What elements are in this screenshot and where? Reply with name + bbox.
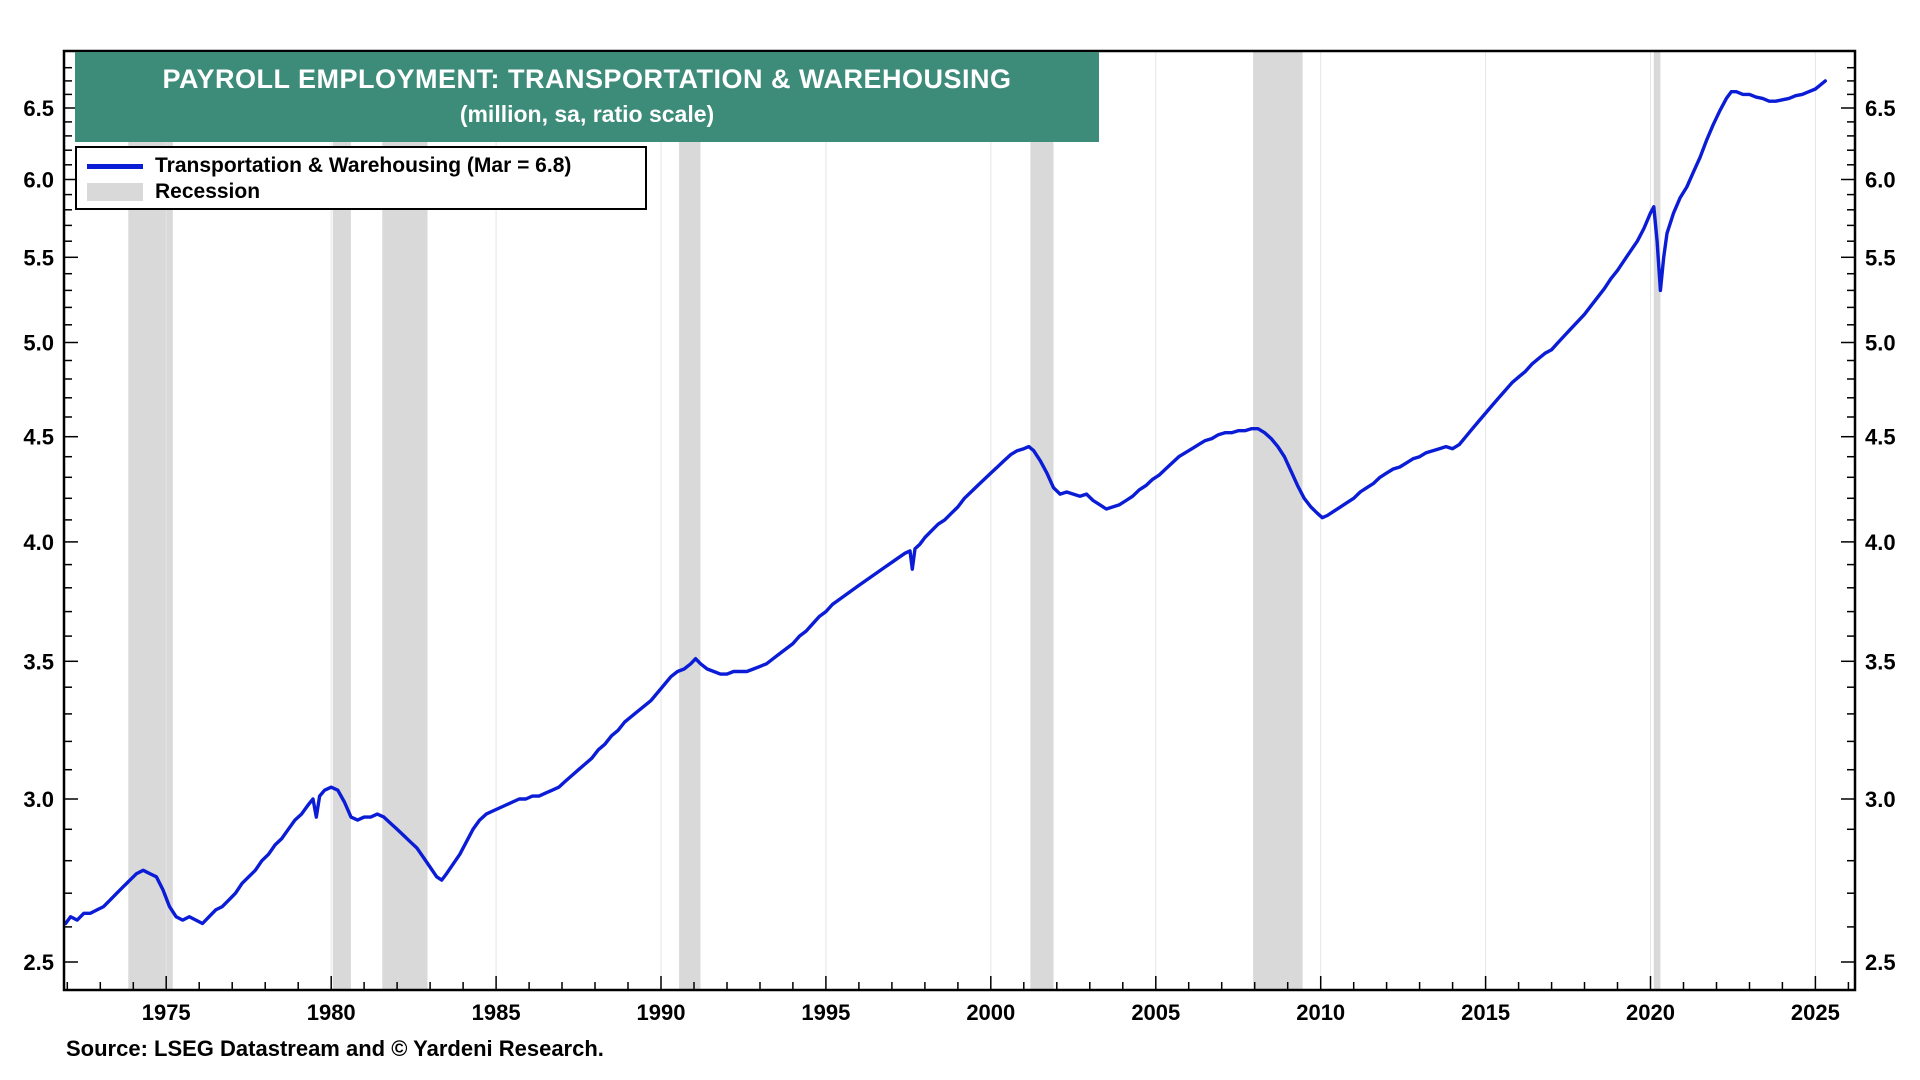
x-axis-label: 2005 xyxy=(1131,1000,1180,1025)
y-axis-label-left: 5.0 xyxy=(23,331,54,356)
recession-band xyxy=(1253,51,1303,990)
x-axis-label: 1995 xyxy=(801,1000,850,1025)
y-axis-label-right: 3.5 xyxy=(1865,649,1896,674)
y-axis-label-left: 4.5 xyxy=(23,425,54,450)
y-axis-label-right: 6.0 xyxy=(1865,168,1896,193)
y-axis-label-left: 6.5 xyxy=(23,96,54,121)
y-axis-label-right: 4.5 xyxy=(1865,425,1896,450)
chart-title: PAYROLL EMPLOYMENT: TRANSPORTATION & WAR… xyxy=(162,64,1012,94)
y-axis-label-right: 3.0 xyxy=(1865,787,1896,812)
series-legend-label: Transportation & Warehousing (Mar = 6.8) xyxy=(155,154,572,177)
y-axis-label-left: 3.0 xyxy=(23,787,54,812)
recession-band xyxy=(1653,51,1661,990)
x-axis-label: 1975 xyxy=(142,1000,191,1025)
y-axis-label-right: 5.0 xyxy=(1865,331,1896,356)
x-axis-label: 2010 xyxy=(1296,1000,1345,1025)
x-axis-label: 2025 xyxy=(1791,1000,1840,1025)
chart-subtitle: (million, sa, ratio scale) xyxy=(459,101,715,127)
recession-band xyxy=(679,51,701,990)
recession-band xyxy=(332,51,351,990)
series-line-swatch xyxy=(87,163,143,169)
y-axis-label-left: 4.0 xyxy=(23,530,54,555)
y-axis-label-right: 5.5 xyxy=(1865,245,1896,270)
recession-band xyxy=(1030,51,1054,990)
recession-legend-label: Recession xyxy=(155,180,261,203)
x-axis-label: 1980 xyxy=(307,1000,356,1025)
x-axis-label: 2015 xyxy=(1461,1000,1510,1025)
recession-swatch xyxy=(87,183,143,201)
y-axis-label-right: 4.0 xyxy=(1865,530,1896,555)
series-line xyxy=(63,79,1827,926)
y-axis-label-right: 6.5 xyxy=(1865,96,1896,121)
legend-item-recession: Recession xyxy=(87,179,635,205)
x-axis-label: 2020 xyxy=(1626,1000,1675,1025)
y-axis-label-left: 2.5 xyxy=(23,950,54,975)
title-banner: PAYROLL EMPLOYMENT: TRANSPORTATION & WAR… xyxy=(75,52,1099,142)
x-axis-label: 2000 xyxy=(966,1000,1015,1025)
y-axis-label-left: 5.5 xyxy=(23,245,54,270)
x-axis-label: 1990 xyxy=(637,1000,686,1025)
source-note: Source: LSEG Datastream and © Yardeni Re… xyxy=(66,1036,604,1061)
x-axis-label: 1985 xyxy=(472,1000,521,1025)
y-axis-label-right: 2.5 xyxy=(1865,950,1896,975)
y-axis-label-left: 3.5 xyxy=(23,649,54,674)
legend-box: Transportation & Warehousing (Mar = 6.8)… xyxy=(75,146,647,210)
y-axis-label-left: 6.0 xyxy=(23,168,54,193)
plot-frame xyxy=(62,49,1857,992)
legend-item-series: Transportation & Warehousing (Mar = 6.8) xyxy=(87,153,635,179)
